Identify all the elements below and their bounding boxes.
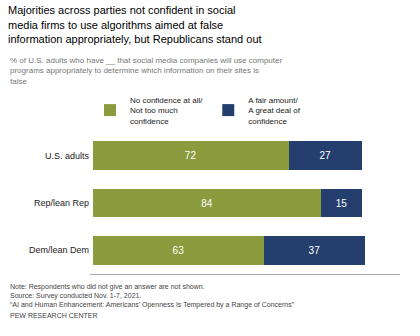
svg-text:84: 84 [201, 198, 213, 209]
svg-text:37: 37 [309, 245, 321, 256]
svg-text:“AI and Human Enhancement: Ame: “AI and Human Enhancement: Americans’ Op… [10, 301, 295, 309]
svg-text:U.S. adults: U.S. adults [45, 151, 90, 161]
svg-text:Note: Respondents who did not: Note: Respondents who did not give an an… [10, 283, 205, 291]
svg-text:72: 72 [185, 150, 197, 161]
svg-text:% of U.S. adults who have __ t: % of U.S. adults who have __ that social… [10, 56, 282, 86]
svg-text:PEW RESEARCH CENTER: PEW RESEARCH CENTER [10, 312, 98, 319]
svg-text:27: 27 [319, 150, 331, 161]
svg-text:15: 15 [336, 198, 348, 209]
svg-text:A fair amount/A great deal ofc: A fair amount/A great deal ofconfidence [248, 96, 300, 126]
svg-text:No confidence at all/Not too m: No confidence at all/Not too muchconfide… [130, 96, 203, 126]
svg-text:Dem/lean Dem: Dem/lean Dem [29, 245, 89, 255]
svg-text:Rep/lean Rep: Rep/lean Rep [34, 198, 89, 208]
svg-text:63: 63 [173, 245, 185, 256]
svg-text:Majorities across parties not: Majorities across parties not confident … [8, 4, 262, 45]
svg-text:Source: Survey conducted Nov.: Source: Survey conducted Nov. 1-7, 2021. [10, 292, 141, 300]
